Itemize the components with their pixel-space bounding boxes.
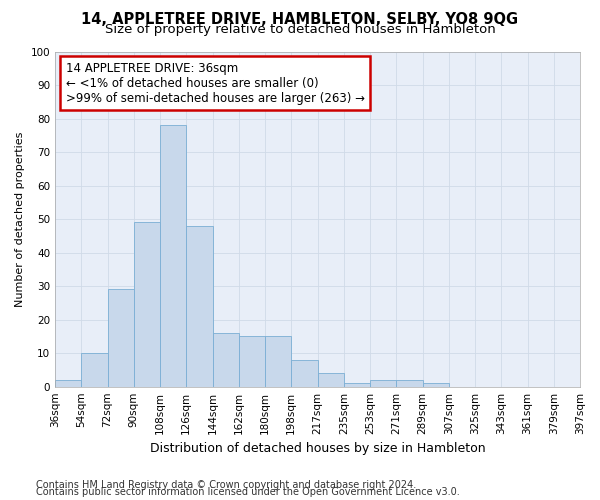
Bar: [55, 380, 81, 386]
Text: 14, APPLETREE DRIVE, HAMBLETON, SELBY, YO8 9QG: 14, APPLETREE DRIVE, HAMBLETON, SELBY, Y…: [82, 12, 518, 28]
Bar: [317, 374, 344, 386]
Bar: [344, 384, 370, 386]
Text: 14 APPLETREE DRIVE: 36sqm
← <1% of detached houses are smaller (0)
>99% of semi-: 14 APPLETREE DRIVE: 36sqm ← <1% of detac…: [65, 62, 365, 104]
Y-axis label: Number of detached properties: Number of detached properties: [15, 132, 25, 307]
Bar: [370, 380, 396, 386]
Bar: [212, 333, 239, 386]
Text: Contains public sector information licensed under the Open Government Licence v3: Contains public sector information licen…: [36, 487, 460, 497]
Bar: [422, 384, 449, 386]
Text: Contains HM Land Registry data © Crown copyright and database right 2024.: Contains HM Land Registry data © Crown c…: [36, 480, 416, 490]
Bar: [160, 125, 186, 386]
Text: Size of property relative to detached houses in Hambleton: Size of property relative to detached ho…: [104, 22, 496, 36]
Bar: [81, 353, 107, 386]
Bar: [134, 222, 160, 386]
Bar: [396, 380, 422, 386]
Bar: [107, 290, 134, 386]
Bar: [239, 336, 265, 386]
Bar: [291, 360, 317, 386]
X-axis label: Distribution of detached houses by size in Hambleton: Distribution of detached houses by size …: [150, 442, 485, 455]
Bar: [186, 226, 212, 386]
Bar: [265, 336, 291, 386]
